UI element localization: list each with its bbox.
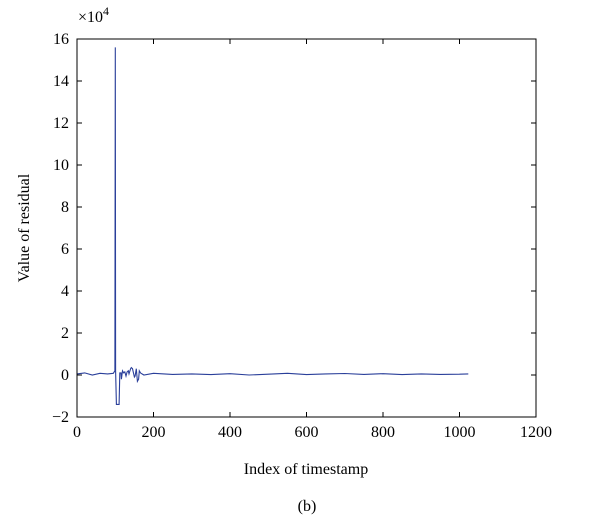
- y-tick-label: 4: [61, 283, 69, 300]
- x-tick-label: 800: [371, 424, 395, 441]
- y-tick-label: −2: [52, 409, 69, 426]
- x-tick-label: 1200: [520, 424, 552, 441]
- x-tick-label: 1000: [444, 424, 476, 441]
- y-tick-label: 8: [61, 199, 69, 216]
- y-tick-label: 12: [53, 115, 69, 132]
- y-tick-label: 16: [53, 31, 69, 48]
- x-tick-label: 0: [73, 424, 81, 441]
- y-scale-exponent: 4: [103, 4, 109, 18]
- x-axis-label: Index of timestamp: [244, 461, 368, 478]
- y-tick-label: 2: [61, 325, 69, 342]
- y-tick-label: 10: [53, 157, 69, 174]
- series-group: [76, 47, 469, 405]
- y-scale-label: ×104: [78, 4, 109, 26]
- y-tick-label: 14: [53, 73, 69, 90]
- residual-series-line: [76, 47, 469, 405]
- x-tick-label: 200: [142, 424, 166, 441]
- plot-frame: [76, 38, 537, 418]
- x-tick-label: 400: [218, 424, 242, 441]
- figure-caption: (b): [298, 498, 317, 515]
- y-axis-label: Value of residual: [16, 173, 33, 282]
- y-tick-label: 6: [61, 241, 69, 258]
- y-tick-label: 0: [61, 367, 69, 384]
- x-tick-label: 600: [295, 424, 319, 441]
